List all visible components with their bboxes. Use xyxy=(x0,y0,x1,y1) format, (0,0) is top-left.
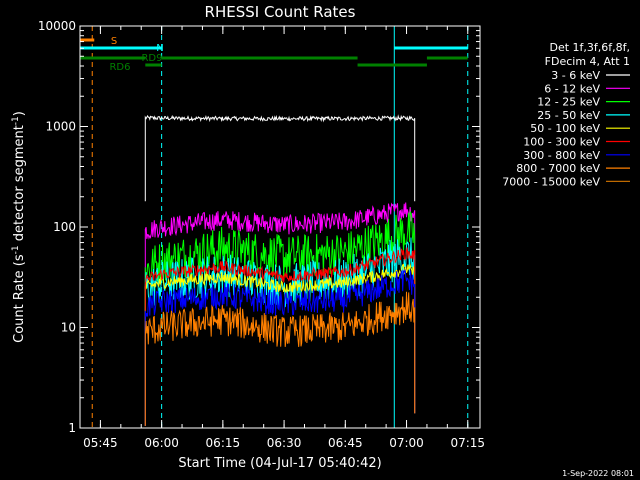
x-tick-label: 05:45 xyxy=(83,436,118,450)
x-tick-label: 06:30 xyxy=(267,436,302,450)
series-line-4 xyxy=(144,263,416,426)
y-tick-label: 10000 xyxy=(38,19,76,33)
series-line-1 xyxy=(144,202,416,426)
y-tick-label: 10 xyxy=(61,321,76,335)
legend-header-2: FDecim 4, Att 1 xyxy=(545,55,630,68)
legend-header-1: Det 1f,3f,6f,8f, xyxy=(549,41,630,54)
series-line-5 xyxy=(144,247,416,426)
y-axis-label-suffix: detector segment xyxy=(12,125,27,245)
legend: Det 1f,3f,6f,8f, FDecim 4, Att 1 3 - 6 k… xyxy=(502,41,630,188)
x-tick-label: 06:15 xyxy=(206,436,241,450)
y-axis-label-end: ) xyxy=(12,111,27,116)
footer-date: 1-Sep-2022 08:01 xyxy=(562,469,634,478)
legend-entry-label: 300 - 800 keV xyxy=(523,149,600,162)
series-line-6 xyxy=(144,269,416,426)
y-tick-label: 1000 xyxy=(45,120,76,134)
series-line-0 xyxy=(144,114,416,202)
legend-entry-label: 800 - 7000 keV xyxy=(516,162,600,175)
legend-entry-label: 7000 - 15000 keV xyxy=(502,175,600,188)
axes: 05:45 06:00 06:15 06:30 06:45 07:00 07:15 1 10 10… xyxy=(38,19,485,450)
annotation-label-rd6: RD6 xyxy=(109,62,130,73)
legend-entry-label: 6 - 12 keV xyxy=(544,82,600,95)
x-tick-label: 06:00 xyxy=(144,436,179,450)
chart-title: RHESSI Count Rates xyxy=(205,3,356,21)
legend-entry-label: 100 - 300 keV xyxy=(523,136,600,149)
y-tick-label: 100 xyxy=(53,220,76,234)
x-tick-label: 07:00 xyxy=(389,436,424,450)
x-tick-label: 06:45 xyxy=(328,436,363,450)
legend-entry-label: 12 - 25 keV xyxy=(537,96,600,109)
series-line-2 xyxy=(144,210,416,426)
legend-entry-label: 50 - 100 keV xyxy=(530,122,600,135)
y-axis-label-prefix: Count Rate (s xyxy=(12,254,27,343)
annotation-label-rd9: RD9 xyxy=(141,53,162,64)
y-axis-label-sup2: -1 xyxy=(11,116,21,125)
x-axis-label: Start Time (04-Jul-17 05:40:42) xyxy=(178,456,381,471)
legend-entry-label: 25 - 50 keV xyxy=(537,109,600,122)
x-tick-label: 07:15 xyxy=(450,436,485,450)
series-line-7 xyxy=(144,291,416,426)
y-tick-label: 1 xyxy=(68,421,76,435)
y-axis-label-sup: -1 xyxy=(11,245,21,254)
annotation-label-n: N xyxy=(156,43,163,54)
annotation-label-s: S xyxy=(111,36,117,47)
legend-entry-label: 3 - 6 keV xyxy=(551,69,600,82)
plot-area: S N RD6 RD9 xyxy=(79,26,469,428)
y-axis-label: Count Rate (s-1 detector segment-1) xyxy=(11,111,27,343)
